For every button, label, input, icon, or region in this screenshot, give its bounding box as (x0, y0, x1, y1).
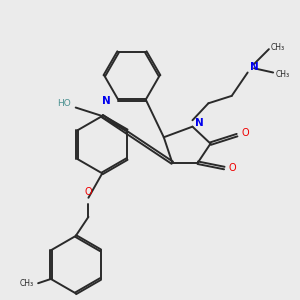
Text: HO: HO (57, 99, 70, 108)
Text: O: O (241, 128, 249, 138)
Text: O: O (229, 163, 236, 173)
Text: CH₃: CH₃ (271, 43, 285, 52)
Text: N: N (195, 118, 203, 128)
Text: CH₃: CH₃ (275, 70, 290, 79)
Text: O: O (85, 187, 92, 197)
Text: N: N (250, 62, 259, 72)
Text: CH₃: CH₃ (20, 279, 34, 288)
Text: N: N (102, 96, 111, 106)
